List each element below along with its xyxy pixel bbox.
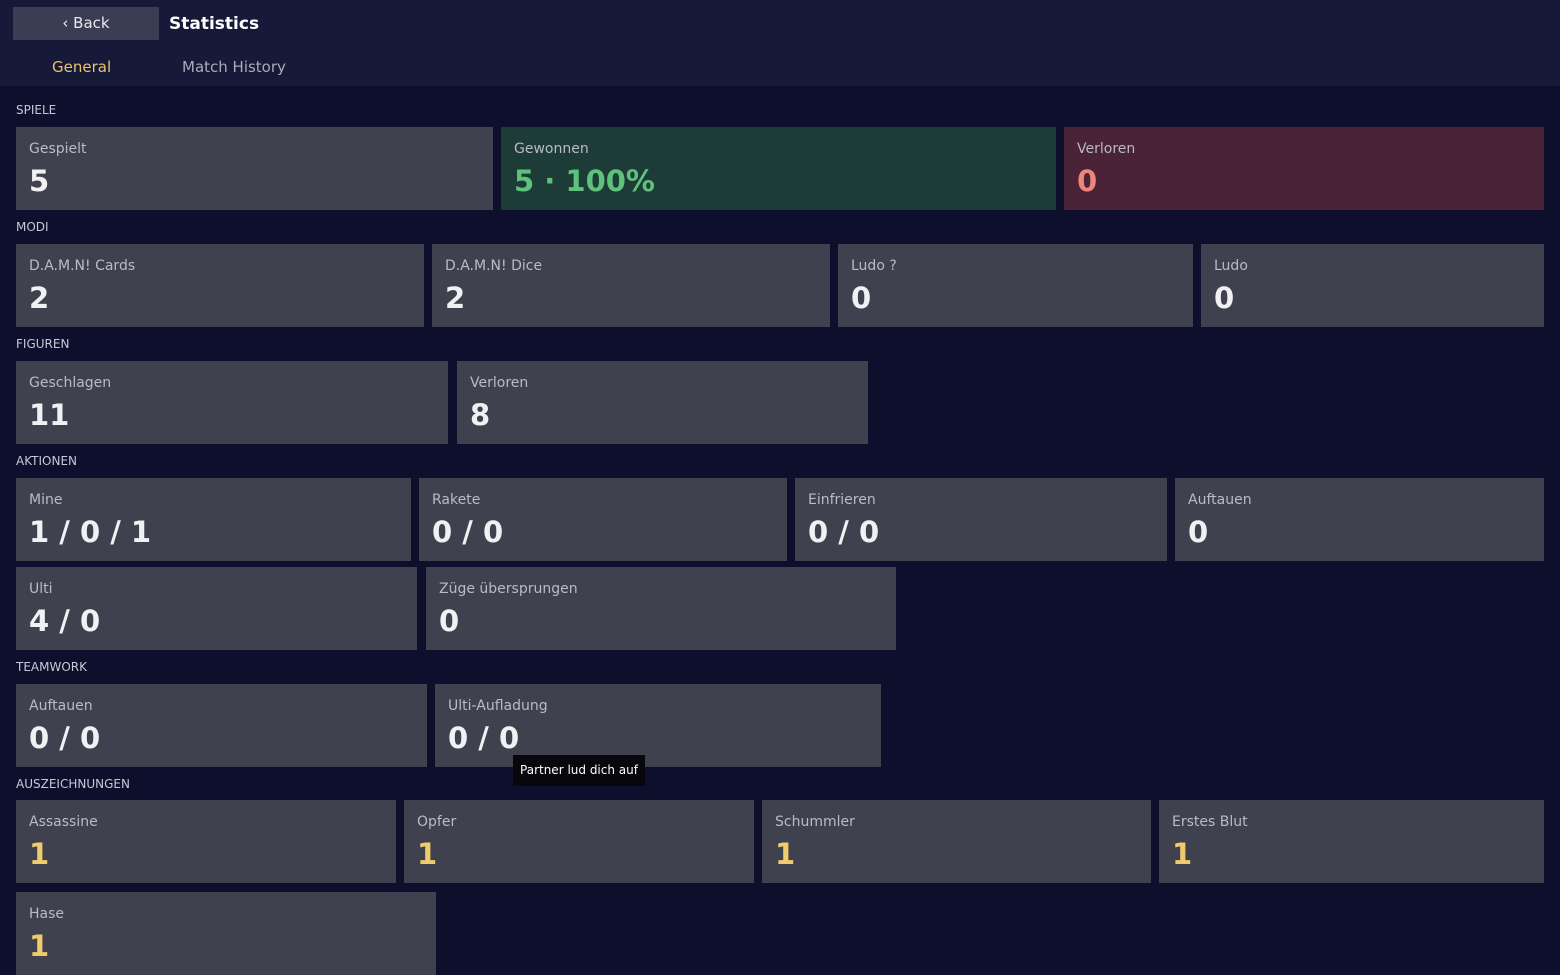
stat-label: Einfrieren (808, 492, 876, 508)
stat-label: Mine (29, 492, 63, 508)
stat-value: 11 (29, 398, 70, 432)
section-title: MODI (16, 220, 49, 234)
stat-card: Verloren 0 (1064, 127, 1544, 210)
stat-label: Assassine (29, 814, 98, 830)
stat-label: Ulti (29, 581, 53, 597)
tab[interactable]: Match History (182, 58, 286, 76)
stat-label: Opfer (417, 814, 457, 830)
stat-card: Erstes Blut 1 (1159, 800, 1544, 883)
stat-label: Hase (29, 906, 65, 922)
stat-value: 0 / 0 (29, 721, 101, 755)
stat-card: Auftauen 0 / 0 (16, 684, 427, 767)
stat-label: Züge übersprungen (439, 581, 578, 597)
stat-value: 8 (470, 398, 491, 432)
stat-card: D.A.M.N! Dice 2 (432, 244, 830, 327)
stat-label: Gewonnen (514, 141, 589, 157)
tooltip: Partner lud dich auf (513, 755, 645, 786)
stat-label: Verloren (470, 375, 529, 391)
stat-card: Schummler 1 (762, 800, 1151, 883)
section-title: SPIELE (16, 103, 57, 117)
stat-label: Gespielt (29, 141, 87, 157)
stat-card: Geschlagen 11 (16, 361, 448, 444)
section-title: FIGUREN (16, 337, 70, 351)
stat-card: Ludo 0 (1201, 244, 1544, 327)
tab[interactable]: General (52, 58, 112, 76)
stat-value: 0 (1077, 164, 1098, 198)
stat-card: Auftauen 0 (1175, 478, 1544, 561)
stat-value: 2 (29, 281, 50, 315)
stat-label: Ludo (1214, 258, 1248, 274)
stat-card: Ludo ? 0 (838, 244, 1193, 327)
stat-label: Auftauen (1188, 492, 1252, 508)
stat-label: Erstes Blut (1172, 814, 1248, 830)
stat-value: 0 / 0 (432, 515, 504, 549)
section-title: TEAMWORK (16, 660, 87, 674)
stat-value: 4 / 0 (29, 604, 101, 638)
stat-card: Mine 1 / 0 / 1 (16, 478, 411, 561)
stat-value: 5 (29, 164, 50, 198)
stat-label: Schummler (775, 814, 855, 830)
stat-card: Einfrieren 0 / 0 (795, 478, 1167, 561)
stat-card: D.A.M.N! Cards 2 (16, 244, 424, 327)
stat-card: Ulti 4 / 0 (16, 567, 417, 650)
stat-value: 0 / 0 (808, 515, 880, 549)
stat-value: 1 (1172, 837, 1193, 871)
stat-value: 1 / 0 / 1 (29, 515, 152, 549)
stat-card: Züge übersprungen 0 (426, 567, 896, 650)
stat-label: D.A.M.N! Dice (445, 258, 543, 274)
stat-card: Hase 1 (16, 892, 436, 975)
top-bar (0, 0, 1560, 86)
stat-card: Assassine 1 (16, 800, 396, 883)
stat-value: 1 (29, 929, 50, 963)
section-title: AUSZEICHNUNGEN (16, 777, 130, 791)
stat-value: 1 (417, 837, 438, 871)
stat-card: Rakete 0 / 0 (419, 478, 787, 561)
page-title: Statistics (169, 14, 260, 34)
stat-label: Verloren (1077, 141, 1136, 157)
stat-value: 0 (439, 604, 460, 638)
stat-value: 1 (775, 837, 796, 871)
stat-value: 0 (1214, 281, 1235, 315)
stat-value: 0 (851, 281, 872, 315)
stat-value: 0 (1188, 515, 1209, 549)
stat-label: D.A.M.N! Cards (29, 258, 136, 274)
stat-card: Ulti-Aufladung 0 / 0 (435, 684, 881, 767)
stat-card: Verloren 8 (457, 361, 868, 444)
stat-value: 0 / 0 (448, 721, 520, 755)
stat-card: Gewonnen 5 · 100% (501, 127, 1056, 210)
stat-value: 5 · 100% (514, 164, 655, 198)
back-button[interactable]: ‹ Back (13, 7, 159, 40)
stat-card: Opfer 1 (404, 800, 754, 883)
stat-card: Gespielt 5 (16, 127, 493, 210)
stat-label: Ludo ? (851, 258, 897, 274)
stat-label: Ulti-Aufladung (448, 698, 548, 714)
stat-value: 2 (445, 281, 466, 315)
section-title: AKTIONEN (16, 454, 77, 468)
stat-value: 1 (29, 837, 50, 871)
stat-label: Auftauen (29, 698, 93, 714)
stat-label: Rakete (432, 492, 481, 508)
stat-label: Geschlagen (29, 375, 112, 391)
